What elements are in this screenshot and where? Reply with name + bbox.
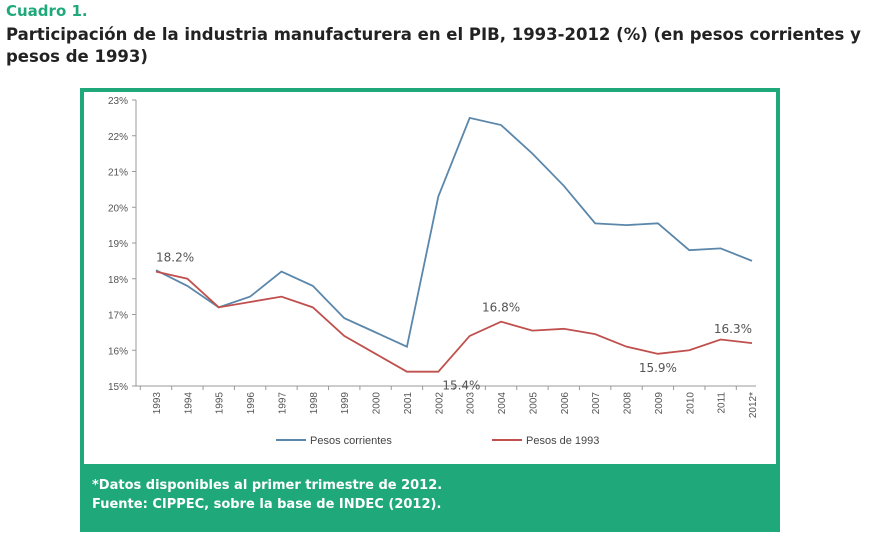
x-tick-label: 1994 xyxy=(183,392,194,415)
chart-frame: 15% 16% 17% 18% 19% 20% 21% 22% 23% 1993 1994 1995 1… xyxy=(80,88,780,532)
y-tick-label: 22% xyxy=(108,132,128,143)
x-tick-label: 1999 xyxy=(340,392,351,415)
legend-label: Pesos de 1993 xyxy=(526,435,599,447)
chart-footer: *Datos disponibles al primer trimestre d… xyxy=(84,464,776,528)
x-tick-label: 2009 xyxy=(654,392,665,415)
x-tick-label: 2006 xyxy=(560,392,571,415)
x-tick-label: 2007 xyxy=(591,392,602,415)
data-label: 15.4% xyxy=(442,379,480,393)
chart-kicker: Cuadro 1. xyxy=(6,2,88,20)
line-chart: 15% 16% 17% 18% 19% 20% 21% 22% 23% 1993 1994 1995 1… xyxy=(108,96,759,447)
x-tick-label: 2012* xyxy=(748,392,759,418)
x-tick-label: 2003 xyxy=(466,392,477,415)
y-tick-label: 15% xyxy=(108,382,128,393)
y-tick-label: 18% xyxy=(108,275,128,286)
x-tick-label: 2000 xyxy=(372,392,383,415)
source-note: Fuente: CIPPEC, sobre la base de INDEC (… xyxy=(92,497,442,512)
x-tick-label: 2011 xyxy=(717,392,728,414)
chart-title: Participación de la industria manufactur… xyxy=(6,25,861,66)
y-tick-label: 21% xyxy=(108,168,128,179)
data-label: 16.3% xyxy=(714,322,752,336)
x-tick-label: 1996 xyxy=(246,392,257,415)
x-tick-label: 2010 xyxy=(685,392,696,415)
legend-label: Pesos corrientes xyxy=(310,435,392,447)
y-tick-label: 16% xyxy=(108,346,128,357)
x-tick-label: 1997 xyxy=(277,392,288,415)
series-line-pesos-1993 xyxy=(155,270,753,373)
data-label: 18.2% xyxy=(156,251,194,265)
x-tick-label: 2002 xyxy=(434,392,445,415)
x-tick-label: 2005 xyxy=(528,392,539,415)
y-tick-label: 17% xyxy=(108,311,128,322)
data-label: 15.9% xyxy=(639,361,677,375)
x-tick-label: 1998 xyxy=(309,392,320,415)
y-tick-label: 19% xyxy=(108,239,128,250)
y-tick-label: 20% xyxy=(108,203,128,214)
x-tick-label: 2004 xyxy=(497,392,508,415)
x-tick-label: 1993 xyxy=(152,392,163,415)
x-tick-label: 2001 xyxy=(403,392,414,415)
y-tick-label: 23% xyxy=(108,96,128,107)
data-label: 16.8% xyxy=(482,301,520,315)
series-line-pesos-corrientes xyxy=(155,116,753,348)
x-tick-label: 2008 xyxy=(623,392,634,415)
footnote: *Datos disponibles al primer trimestre d… xyxy=(92,478,443,493)
x-tick-label: 1995 xyxy=(215,392,226,415)
